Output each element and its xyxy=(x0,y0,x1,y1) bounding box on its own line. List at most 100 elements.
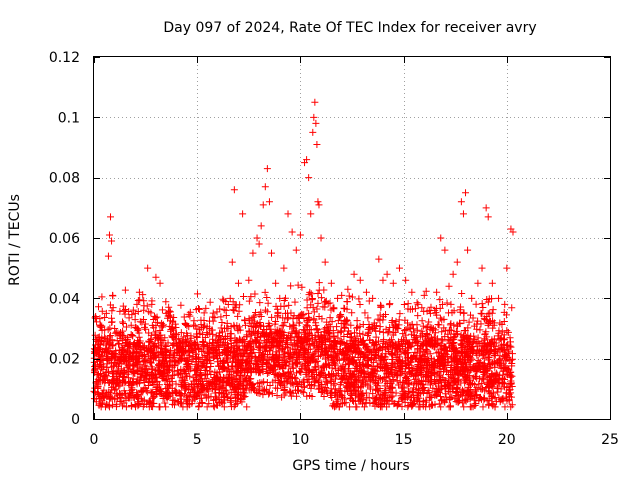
data-point xyxy=(354,390,362,398)
data-point xyxy=(462,189,470,197)
data-point xyxy=(306,326,314,334)
data-point xyxy=(113,337,121,345)
data-point xyxy=(175,356,183,364)
data-point xyxy=(486,379,494,387)
data-point xyxy=(202,304,210,312)
data-point xyxy=(142,325,150,333)
data-point xyxy=(91,314,99,322)
data-point xyxy=(321,258,329,266)
data-point xyxy=(264,360,272,368)
data-point xyxy=(219,295,227,303)
data-point xyxy=(356,374,364,382)
data-point xyxy=(120,332,128,340)
data-point xyxy=(317,234,325,242)
data-point xyxy=(352,324,360,332)
data-point xyxy=(231,301,239,309)
data-point xyxy=(459,210,467,218)
y-tick-label: 0.06 xyxy=(49,231,80,247)
data-point xyxy=(331,375,339,383)
data-point xyxy=(220,341,228,349)
data-point xyxy=(369,390,377,398)
data-point xyxy=(313,325,321,333)
data-point xyxy=(350,270,358,278)
data-point xyxy=(389,392,397,400)
data-point xyxy=(119,319,127,327)
data-point xyxy=(170,350,178,358)
data-point xyxy=(119,318,127,326)
data-point xyxy=(136,296,144,304)
data-point xyxy=(317,294,325,302)
data-point xyxy=(112,378,120,386)
data-point xyxy=(121,310,129,318)
data-point xyxy=(315,201,323,209)
data-point xyxy=(319,350,327,358)
data-point xyxy=(437,396,445,404)
y-axis-label: ROTI / TECUs xyxy=(7,194,23,286)
data-point xyxy=(389,323,397,331)
data-point xyxy=(140,302,148,310)
x-axis-label: GPS time / hours xyxy=(292,458,409,474)
data-point xyxy=(97,337,105,345)
data-point xyxy=(320,286,328,294)
data-point xyxy=(335,403,343,411)
data-point xyxy=(234,312,242,320)
data-point xyxy=(321,298,329,306)
data-point xyxy=(152,322,160,330)
data-point xyxy=(297,368,305,376)
data-point xyxy=(498,345,506,353)
data-point xyxy=(221,334,229,342)
data-point xyxy=(440,324,448,332)
data-point xyxy=(482,367,490,375)
data-point xyxy=(507,356,515,364)
data-point xyxy=(265,389,273,397)
data-point xyxy=(303,336,311,344)
data-point xyxy=(480,396,488,404)
data-point xyxy=(441,246,449,254)
data-point xyxy=(452,364,460,372)
data-point xyxy=(495,294,503,302)
data-point xyxy=(93,318,101,326)
data-point xyxy=(319,303,327,311)
data-point xyxy=(323,318,331,326)
data-point xyxy=(265,390,273,398)
data-point xyxy=(109,291,117,299)
data-point xyxy=(98,322,106,330)
data-point xyxy=(405,380,413,388)
data-point xyxy=(420,307,428,315)
data-point xyxy=(460,347,468,355)
data-point xyxy=(297,311,305,319)
data-point xyxy=(320,393,328,401)
data-point xyxy=(195,304,203,312)
data-point xyxy=(482,383,490,391)
x-tick-label: 0 xyxy=(90,432,99,448)
data-point xyxy=(230,186,238,194)
data-point xyxy=(408,402,416,410)
data-point xyxy=(265,319,273,327)
data-point xyxy=(292,356,300,364)
data-point xyxy=(263,308,271,316)
data-point xyxy=(150,312,158,320)
data-point xyxy=(247,380,255,388)
data-point xyxy=(378,364,386,372)
data-point xyxy=(437,393,444,401)
data-point xyxy=(308,294,316,302)
data-point xyxy=(271,320,279,328)
data-point xyxy=(337,311,345,319)
data-point xyxy=(182,393,190,401)
data-point xyxy=(404,360,412,368)
data-point xyxy=(112,403,120,411)
data-point xyxy=(328,364,336,372)
data-point xyxy=(266,382,274,390)
data-point xyxy=(505,389,513,397)
data-point xyxy=(508,359,516,367)
data-point xyxy=(345,360,353,368)
data-point xyxy=(346,403,354,411)
data-point xyxy=(316,372,324,380)
data-point xyxy=(268,249,276,257)
data-point xyxy=(305,174,313,182)
data-point xyxy=(500,363,508,371)
data-point xyxy=(418,317,426,325)
data-point xyxy=(388,383,396,391)
data-point xyxy=(134,327,142,335)
data-point xyxy=(242,377,250,385)
